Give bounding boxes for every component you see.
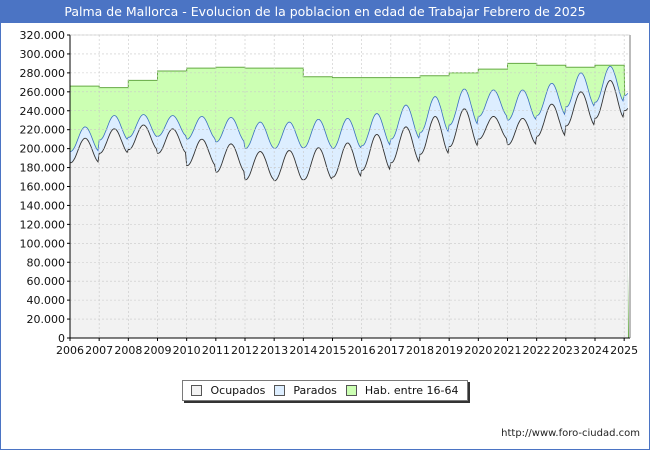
y-tick-label: 200.000 [20,143,66,156]
legend-swatch-parados [274,385,286,396]
x-tick-label: 2012 [231,344,259,357]
x-tick-label: 2015 [319,344,347,357]
x-tick-label: 2020 [464,344,492,357]
x-tick-label: 2016 [348,344,376,357]
legend: Ocupados Parados Hab. entre 16-64 [182,380,468,401]
legend-item-ocupados: Ocupados [191,384,265,397]
y-tick-label: 280.000 [20,67,66,80]
legend-item-parados: Parados [274,384,337,397]
x-tick-label: 2018 [406,344,434,357]
x-tick-label: 2011 [202,344,230,357]
y-tick-label: 320.000 [20,29,66,42]
y-tick-label: 260.000 [20,86,66,99]
x-tick-label: 2007 [85,344,113,357]
y-tick-label: 100.000 [20,237,66,250]
y-tick-label: 0 [58,332,65,345]
series-area-ocupados [70,80,628,338]
x-tick-label: 2006 [56,344,84,357]
y-tick-label: 300.000 [20,48,66,61]
x-tick-label: 2019 [435,344,463,357]
x-tick-label: 2008 [114,344,142,357]
y-tick-label: 20.000 [27,313,66,326]
x-tick-label: 2022 [523,344,551,357]
legend-swatch-ocupados [191,385,203,396]
source-credit: http://www.foro-ciudad.com [501,428,640,439]
y-tick-label: 160.000 [20,181,66,194]
x-tick-label: 2025 [610,344,638,357]
y-tick-label: 220.000 [20,124,66,137]
series-line-ocupados [70,80,629,182]
y-tick-label: 180.000 [20,162,66,175]
x-tick-label: 2010 [173,344,201,357]
x-tick-label: 2009 [144,344,172,357]
y-tick-label: 60.000 [27,275,66,288]
legend-swatch-habitantes [345,385,357,396]
x-tick-label: 2014 [289,344,317,357]
series-line-parados [70,66,629,152]
legend-item-habitantes: Hab. entre 16-64 [345,384,459,397]
x-tick-label: 2021 [494,344,522,357]
y-tick-label: 80.000 [27,256,66,269]
x-tick-label: 2024 [581,344,609,357]
legend-label-parados: Parados [293,384,337,397]
y-tick-label: 120.000 [20,218,66,231]
x-tick-label: 2013 [260,344,288,357]
legend-label-habitantes: Hab. entre 16-64 [364,384,459,397]
y-tick-label: 40.000 [27,294,66,307]
chart-title: Palma de Mallorca - Evolucion de la pobl… [1,1,649,23]
legend-label-ocupados: Ocupados [210,384,266,397]
y-tick-label: 240.000 [20,105,66,118]
x-tick-label: 2017 [377,344,405,357]
x-tick-label: 2023 [552,344,580,357]
y-tick-label: 140.000 [20,199,66,212]
